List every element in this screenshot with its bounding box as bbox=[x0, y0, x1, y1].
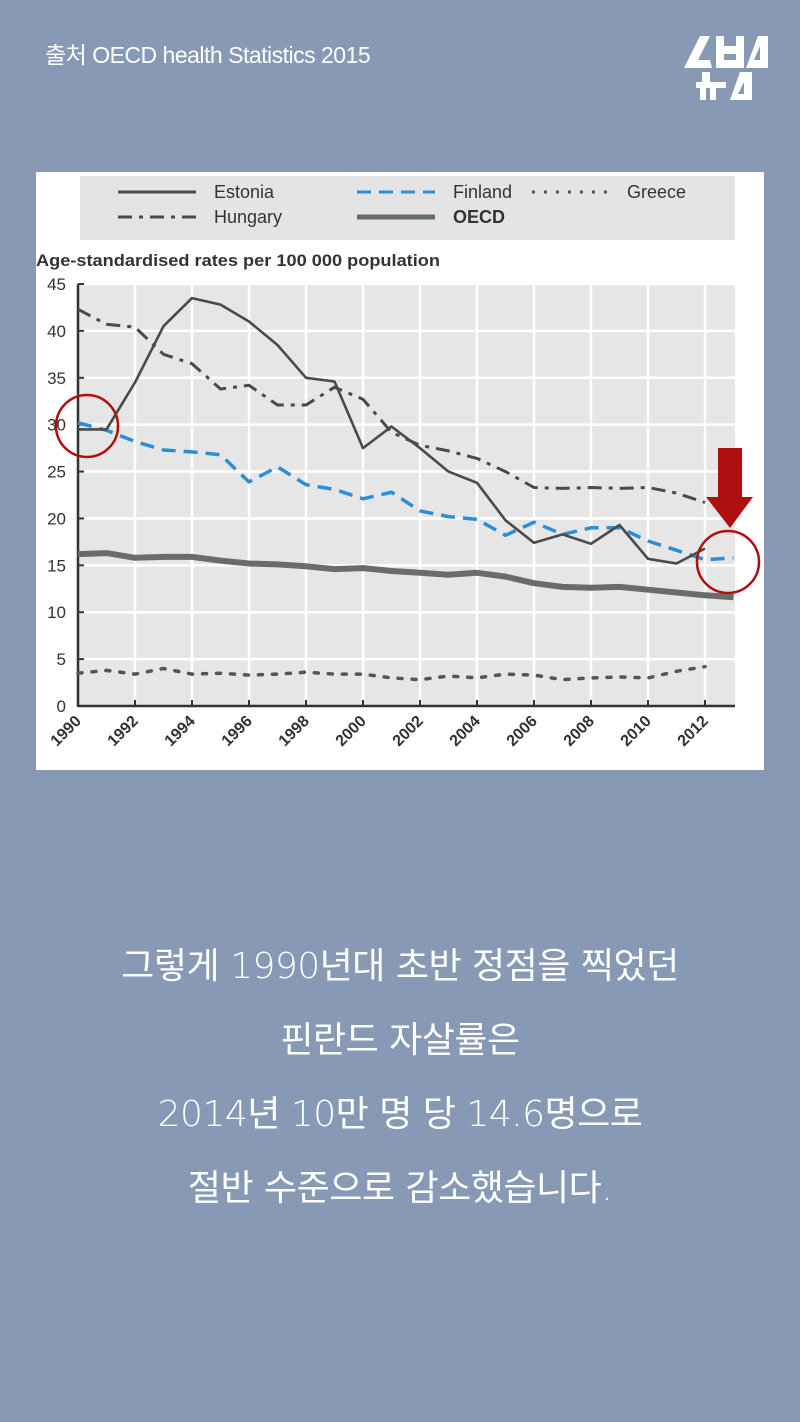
sbs-news-logo bbox=[680, 30, 772, 104]
legend-box bbox=[80, 176, 735, 240]
source-credit: 출처 OECD health Statistics 2015 bbox=[45, 42, 371, 68]
legend-label-hungary: Hungary bbox=[214, 207, 282, 227]
caption-line-2: 핀란드 자살률은 bbox=[280, 1020, 520, 1061]
annotations bbox=[54, 393, 761, 595]
caption-text: 그렇게 1990년대 초반 정점을 찍었던 핀란드 자살률은 2014년 10만… bbox=[0, 930, 800, 1226]
arrow-down-icon bbox=[706, 448, 753, 528]
suicide-rate-chart: Estonia Finland Greece Hungary OECD Age-stan… bbox=[36, 172, 764, 770]
legend-label-finland: Finland bbox=[453, 182, 512, 202]
x-tick-label: 2006 bbox=[504, 713, 541, 750]
y-tick-label: 0 bbox=[57, 697, 66, 716]
y-tick-label: 35 bbox=[47, 369, 66, 388]
x-tick-label: 1994 bbox=[162, 713, 199, 750]
highlight-circle bbox=[54, 393, 120, 459]
caption-line-1: 그렇게 1990년대 초반 정점을 찍었던 bbox=[121, 946, 679, 987]
x-tick-label: 2010 bbox=[618, 713, 655, 750]
legend-label-oecd: OECD bbox=[453, 207, 505, 227]
legend: Estonia Finland Greece Hungary OECD bbox=[118, 182, 686, 227]
y-tick-label: 25 bbox=[47, 463, 66, 482]
caption-line-3: 2014년 10만 명 당 14.6명으로 bbox=[157, 1094, 643, 1135]
x-tick-label: 1998 bbox=[276, 713, 313, 750]
x-tick-label: 1990 bbox=[48, 713, 85, 750]
x-tick-label: 2008 bbox=[561, 713, 598, 750]
x-tick-label: 2002 bbox=[390, 713, 427, 750]
series-hungary bbox=[77, 307, 706, 504]
y-tick-label: 10 bbox=[47, 603, 66, 622]
y-tick-label: 20 bbox=[47, 509, 66, 528]
gridlines bbox=[78, 282, 735, 706]
x-tick-label: 2000 bbox=[333, 713, 370, 750]
y-axis-label: Age-standardised rates per 100 000 popul… bbox=[36, 251, 440, 270]
highlight-circle bbox=[695, 529, 761, 595]
y-tick-label: 5 bbox=[57, 650, 66, 669]
y-tick-label: 45 bbox=[47, 275, 66, 294]
plot-area bbox=[78, 284, 735, 706]
y-tick-label: 15 bbox=[47, 556, 66, 575]
y-tick-label: 40 bbox=[47, 322, 66, 341]
x-tick-label: 2012 bbox=[675, 713, 712, 750]
series-oecd bbox=[77, 550, 734, 601]
x-tick-label: 1992 bbox=[105, 713, 142, 750]
series-finland bbox=[77, 421, 734, 562]
caption-line-4: 절반 수준으로 감소했습니다. bbox=[187, 1168, 613, 1209]
series-lines bbox=[76, 296, 734, 682]
x-tick-label: 2004 bbox=[447, 713, 484, 750]
legend-label-greece: Greece bbox=[627, 182, 686, 202]
x-tick-label: 1996 bbox=[219, 713, 256, 750]
legend-label-estonia: Estonia bbox=[214, 182, 275, 202]
series-estonia bbox=[78, 296, 706, 565]
line-chart: Estonia Finland Greece Hungary OECD Age-stan… bbox=[36, 176, 761, 750]
